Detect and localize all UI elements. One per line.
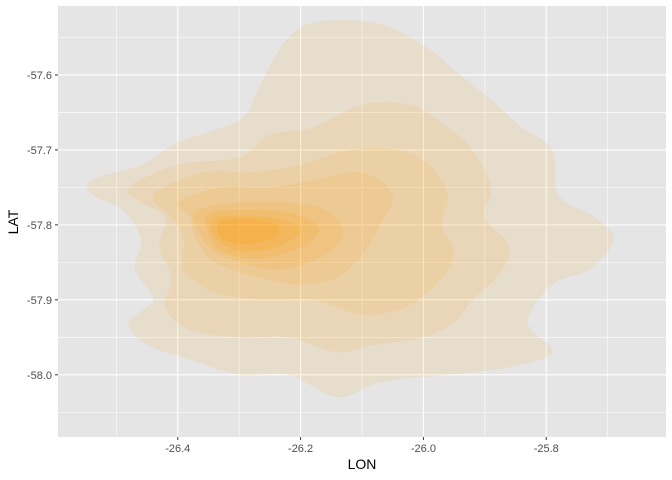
x-axis-ticks: -26.4 -26.2 -26.0 -25.8 <box>165 437 559 455</box>
major-gridlines <box>58 6 666 437</box>
x-tick-label: -26.4 <box>165 443 190 455</box>
y-tick-label: -58.0 <box>27 370 52 382</box>
y-tick-label: -57.7 <box>27 145 52 157</box>
x-axis-title: LON <box>348 456 377 472</box>
density-level-3 <box>152 148 455 316</box>
x-tick-label: -26.0 <box>411 443 436 455</box>
x-tick-label: -25.8 <box>534 443 559 455</box>
y-axis-ticks: -57.6 -57.7 -57.8 -57.9 -58.0 <box>27 70 58 382</box>
y-tick-label: -57.9 <box>27 295 52 307</box>
density-level-2 <box>126 102 510 353</box>
density-level-5 <box>192 201 344 271</box>
density-level-6 <box>204 209 320 259</box>
y-tick-label: -57.8 <box>27 220 52 232</box>
x-tick-label: -26.2 <box>288 443 313 455</box>
density-contours <box>86 19 614 398</box>
density-level-7 <box>210 215 301 252</box>
minor-gridlines <box>58 6 666 437</box>
y-tick-label: -57.6 <box>27 70 52 82</box>
density-level-4 <box>176 171 394 285</box>
density-level-8 <box>216 218 280 244</box>
y-axis-title: LAT <box>5 209 21 234</box>
density-level-1 <box>86 19 614 398</box>
